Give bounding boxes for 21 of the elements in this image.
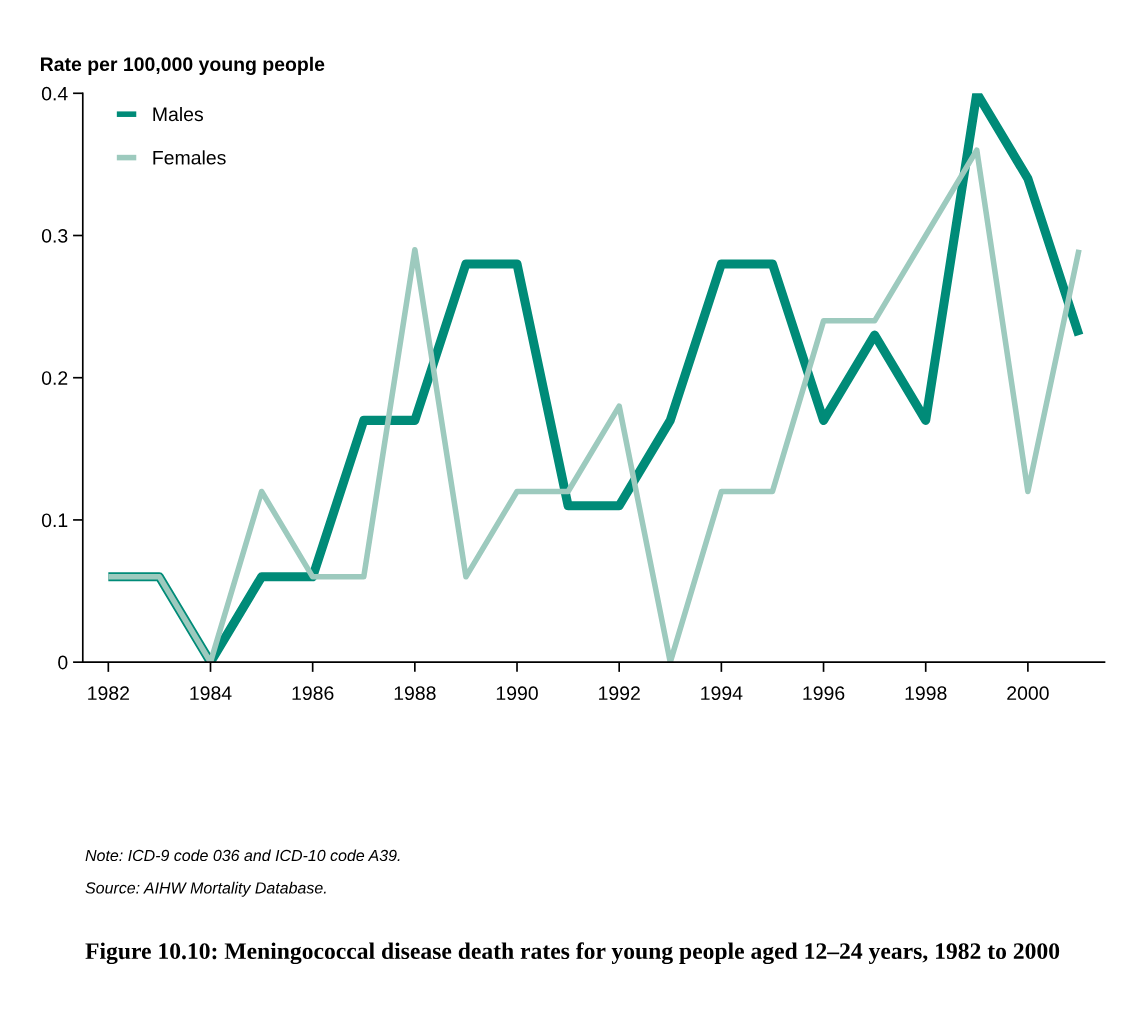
y-tick-label: 0.1: [41, 513, 68, 528]
legend-label: Females: [153, 150, 226, 165]
x-tick-label: 1986: [292, 686, 334, 701]
x-tick-label: 1990: [496, 686, 538, 701]
x-tick-label: 1982: [88, 686, 129, 701]
x-tick-label: 2000: [1007, 686, 1049, 701]
y-tick-label: 0.4: [41, 86, 68, 101]
x-tick-label: 1998: [905, 686, 947, 701]
x-tick-label: 1984: [190, 686, 232, 701]
x-tick-label: 1988: [394, 686, 436, 701]
text: Note: ICD-9 code 036 and ICD-10 code A39.: [85, 849, 400, 862]
x-tick-label: 1992: [599, 686, 640, 701]
y-axis-title: Rate per 100,000 young people: [40, 56, 325, 76]
x-tick-label: 1994: [701, 686, 743, 701]
y-tick-label: 0.2: [41, 371, 68, 385]
x-tick-label: 1996: [803, 686, 845, 701]
text: Figure 10.10: Meningococcal disease death rates for young people aged 12–24 years, 1982 to 2000: [85, 942, 1060, 965]
source-note: Source: AIHW Mortality Database.: [85, 881, 326, 897]
y-tick-label: 0.3: [41, 228, 68, 243]
legend-label: Males: [153, 106, 203, 122]
y-tick-label: 0: [58, 655, 68, 670]
